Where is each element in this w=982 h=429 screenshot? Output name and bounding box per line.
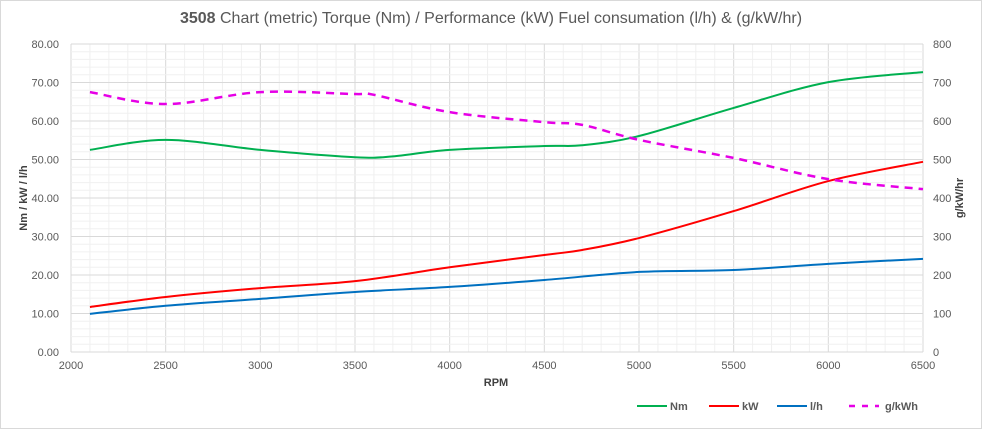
x-tick-label: 4000 bbox=[437, 360, 461, 372]
series-line-lh bbox=[89, 257, 924, 315]
y-tick-label: 80.00 bbox=[31, 39, 59, 51]
y2-tick-label: 0 bbox=[933, 347, 939, 359]
x-tick-label: 2000 bbox=[59, 360, 83, 372]
legend-label: Nm bbox=[670, 401, 688, 413]
y-tick-label: 0.00 bbox=[38, 347, 59, 359]
y-tick-label: 40.00 bbox=[31, 193, 59, 205]
title-bold: 3508 bbox=[179, 10, 216, 27]
series-line-gkwh bbox=[89, 90, 924, 191]
y2-tick-label: 400 bbox=[933, 193, 951, 205]
y2-tick-label: 700 bbox=[933, 78, 951, 90]
x-tick-label: 5500 bbox=[721, 360, 745, 372]
y2-tick-label: 100 bbox=[933, 309, 951, 321]
y2-tick-label: 600 bbox=[933, 116, 951, 128]
x-tick-label: 4500 bbox=[532, 360, 556, 372]
x-tick-label: 5000 bbox=[627, 360, 651, 372]
x-axis-label: RPM bbox=[484, 377, 508, 389]
y-tick-label: 50.00 bbox=[31, 155, 59, 167]
series-line-kw bbox=[89, 160, 924, 308]
series-line-nm bbox=[89, 71, 924, 159]
legend: Nm kW l/h g/kWh bbox=[637, 401, 918, 413]
x-tick-label: 3000 bbox=[248, 360, 272, 372]
x-tick-label: 3500 bbox=[343, 360, 367, 372]
y2-tick-label: 300 bbox=[933, 232, 951, 244]
ticks: 2000 2500 3000 3500 4000 4500 5000 5500 6000 6500… bbox=[31, 39, 951, 372]
series-lines bbox=[89, 71, 924, 315]
x-tick-label: 6000 bbox=[816, 360, 840, 372]
y-tick-label: 10.00 bbox=[31, 309, 59, 321]
legend-label: l/h bbox=[810, 401, 823, 413]
y2-axis-label: g/kW/hr bbox=[954, 177, 966, 218]
y-axis-label: Nm / kW / l/h bbox=[18, 165, 30, 231]
chart-title: 3508 Chart (metric) Torque (Nm) / Perfor… bbox=[1, 10, 981, 28]
y2-tick-label: 800 bbox=[933, 39, 951, 51]
legend-label: g/kWh bbox=[885, 401, 918, 413]
x-tick-label: 2500 bbox=[153, 360, 177, 372]
title-text: Chart (metric) Torque (Nm) / Performance… bbox=[215, 10, 803, 27]
y2-tick-label: 500 bbox=[933, 155, 951, 167]
y-tick-label: 70.00 bbox=[31, 78, 59, 90]
y-tick-label: 60.00 bbox=[31, 116, 59, 128]
y-tick-label: 20.00 bbox=[31, 270, 59, 282]
grid bbox=[70, 43, 924, 353]
legend-label: kW bbox=[742, 401, 759, 413]
y-tick-label: 30.00 bbox=[31, 232, 59, 244]
x-tick-label: 6500 bbox=[911, 360, 935, 372]
y2-tick-label: 200 bbox=[933, 270, 951, 282]
